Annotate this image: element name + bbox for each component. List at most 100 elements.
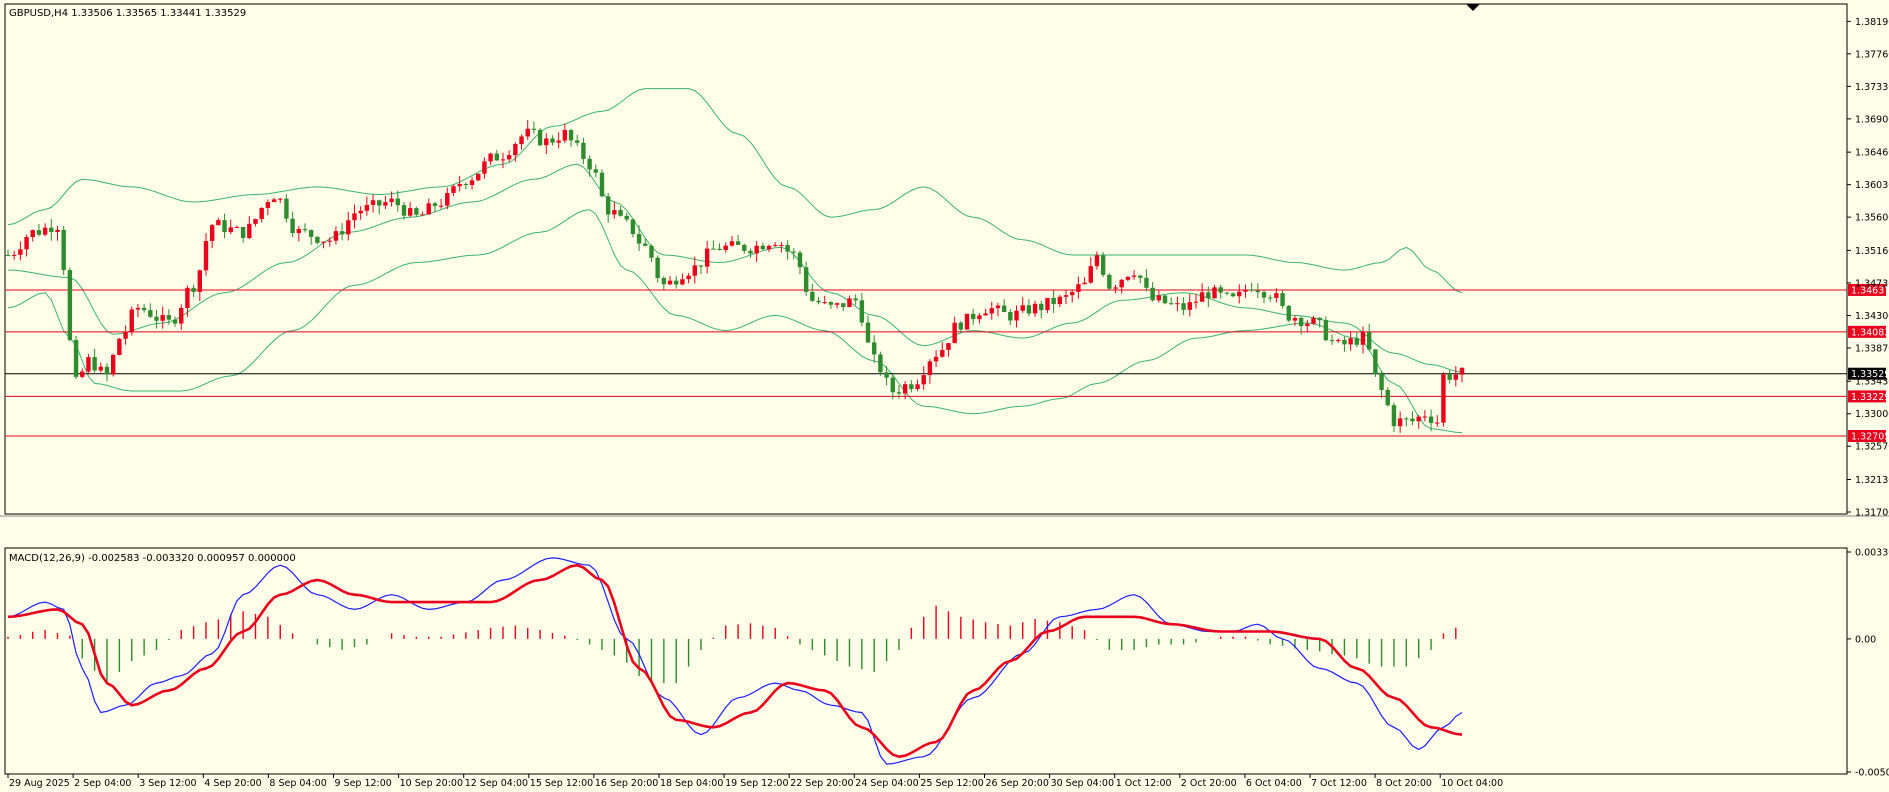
candle (1360, 326, 1366, 354)
candle (1292, 315, 1298, 326)
candle (61, 226, 66, 276)
candle (154, 309, 159, 329)
candle (828, 301, 834, 309)
level-tag (1848, 325, 1886, 338)
candle (537, 127, 543, 147)
candle (1342, 336, 1347, 352)
candle (1404, 417, 1409, 427)
candle (1057, 294, 1063, 308)
chart-shift-marker-icon[interactable] (1466, 4, 1480, 11)
candle (18, 241, 23, 261)
time-tick-label: 3 Sep 12:00 (139, 778, 196, 789)
candle (618, 206, 623, 217)
candle (197, 269, 203, 301)
candle (259, 207, 264, 223)
price-tick-label: 1.36900 (1855, 114, 1889, 125)
candle (24, 234, 29, 257)
candle (612, 201, 617, 219)
candle (1410, 411, 1415, 426)
candle (1317, 317, 1322, 328)
candle (302, 223, 308, 233)
candle (1131, 270, 1137, 280)
price-tick-label: 1.31700 (1855, 508, 1889, 519)
candle (1274, 288, 1279, 303)
candle (983, 308, 988, 316)
candle (1453, 366, 1459, 387)
candle (853, 294, 858, 306)
candle (1212, 284, 1217, 299)
candle (550, 135, 555, 146)
candle (1082, 277, 1087, 285)
price-panel-frame (4, 3, 1848, 515)
time-tick-label: 4 Sep 20:00 (204, 778, 261, 789)
candle (723, 242, 728, 253)
time-tick-label: 7 Oct 12:00 (1311, 778, 1367, 789)
time-tick-label: 19 Sep 12:00 (725, 778, 788, 789)
candle (414, 206, 419, 217)
candle (49, 219, 54, 241)
candle (129, 306, 134, 336)
time-tick-label: 29 Aug 2025 (9, 778, 70, 789)
candle (735, 234, 741, 246)
candle (711, 240, 716, 250)
candle (909, 380, 914, 393)
candle (1218, 284, 1223, 299)
candle (544, 133, 549, 154)
price-tick-label: 1.33000 (1855, 409, 1889, 420)
candle (1113, 284, 1118, 294)
candle (531, 121, 537, 134)
candle (816, 297, 821, 305)
candle (995, 302, 1001, 317)
time-tick-label: 25 Sep 12:00 (920, 778, 983, 789)
candle (643, 238, 648, 247)
candle (779, 242, 784, 253)
candle (1428, 409, 1434, 432)
horizontal-levels[interactable]: 1.34637 1.34083 1.33229 1.32705 1.33529 (5, 283, 1889, 443)
candle (766, 244, 772, 253)
candle (655, 255, 660, 283)
time-tick-label: 8 Sep 04:00 (269, 778, 326, 789)
time-tick-label: 2 Oct 20:00 (1181, 778, 1237, 789)
candle (933, 350, 939, 368)
candle (1175, 296, 1180, 312)
candle (810, 284, 815, 302)
candle (704, 240, 710, 274)
candle (179, 304, 184, 330)
candles (5, 120, 1465, 433)
candle (636, 225, 642, 251)
candle (1001, 299, 1007, 313)
candle (30, 229, 35, 242)
candle (445, 187, 450, 210)
candle (284, 194, 289, 223)
candle (240, 226, 246, 243)
candle (593, 164, 598, 178)
time-tick-label: 26 Sep 20:00 (985, 778, 1048, 789)
candle (686, 272, 691, 284)
candle (308, 229, 314, 245)
candle (1107, 273, 1112, 291)
candle (791, 248, 796, 260)
candle (605, 192, 611, 223)
price-tick-label: 1.36460 (1855, 148, 1889, 159)
candle (1026, 299, 1032, 317)
candle (946, 342, 951, 357)
candle (878, 351, 883, 376)
time-tick-label: 10 Sep 20:00 (400, 778, 463, 789)
candle (247, 216, 252, 240)
price-tick-label: 1.36030 (1855, 180, 1889, 191)
current-price-tag (1848, 367, 1886, 380)
candle (228, 219, 233, 235)
time-tick-label: 18 Sep 04:00 (660, 778, 723, 789)
candle (1379, 370, 1384, 398)
price-tick-label: 1.34300 (1855, 311, 1889, 322)
candle (1391, 402, 1397, 432)
candle (717, 243, 722, 251)
candle (1100, 252, 1106, 278)
candle (141, 303, 147, 313)
candle (1169, 297, 1174, 306)
candle (1416, 414, 1421, 429)
candle (1329, 334, 1335, 345)
price-tick-label: 1.32570 (1855, 442, 1889, 453)
